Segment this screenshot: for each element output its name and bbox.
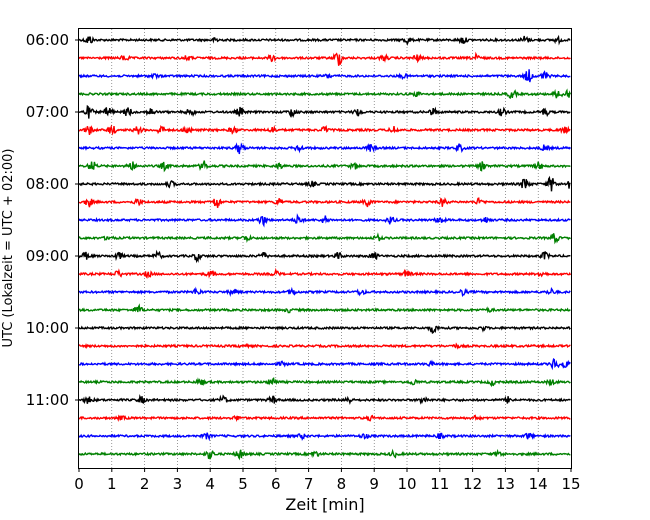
y-tick-label: 08:00 <box>26 175 69 193</box>
x-axis: 0 1 2 3 4 5 6 7 8 9 10 11 12 13 14 15 <box>74 468 581 493</box>
x-tick-label: 1 <box>107 475 117 493</box>
seismic-trace <box>78 376 571 388</box>
seismic-trace <box>78 448 571 461</box>
x-tick-label: 3 <box>173 475 183 493</box>
x-tick-label: 9 <box>369 475 379 493</box>
x-tick-label: 5 <box>238 475 248 493</box>
trace-layer <box>78 34 572 461</box>
x-tick-label: 11 <box>430 475 449 493</box>
vertical-grid <box>111 29 539 468</box>
seismic-trace <box>78 303 571 314</box>
seismic-trace <box>78 232 571 245</box>
seismic-trace <box>78 142 571 155</box>
plot-frame <box>78 28 572 469</box>
seismic-trace <box>78 357 571 371</box>
seismic-trace <box>78 414 571 423</box>
seismic-trace <box>78 160 571 173</box>
x-tick-label: 6 <box>271 475 281 493</box>
x-axis-label: Zeit [min] <box>285 495 364 514</box>
seismic-trace <box>78 249 571 264</box>
y-tick-label: 06:00 <box>26 31 69 49</box>
y-axis: 06:00 07:00 08:00 09:00 10:00 11:00 <box>26 31 79 409</box>
seismic-trace <box>78 51 571 66</box>
seismic-trace <box>78 196 571 208</box>
x-tick-label: 7 <box>304 475 314 493</box>
y-tick-label: 07:00 <box>26 103 69 121</box>
seismic-trace <box>78 104 571 119</box>
y-tick-label: 10:00 <box>26 319 69 337</box>
x-tick-label: 10 <box>397 475 416 493</box>
x-tick-label: 12 <box>463 475 482 493</box>
seismic-trace <box>78 34 571 46</box>
seismic-trace <box>78 342 571 350</box>
x-tick-label: 13 <box>496 475 515 493</box>
x-tick-label: 0 <box>74 475 84 493</box>
x-tick-label: 2 <box>140 475 150 493</box>
x-tick-label: 8 <box>337 475 347 493</box>
seismic-trace <box>78 393 571 405</box>
seismic-trace <box>78 286 571 298</box>
seismic-trace <box>78 69 571 83</box>
seismic-trace <box>78 213 571 228</box>
seismic-trace <box>78 432 571 442</box>
x-tick-label: 15 <box>561 475 580 493</box>
seismic-trace <box>78 267 572 279</box>
seismic-trace <box>78 325 571 334</box>
seismic-trace <box>78 88 572 100</box>
y-axis-label: UTC (Lokalzeit = UTC + 02:00) <box>1 149 16 348</box>
y-tick-label: 09:00 <box>26 247 69 265</box>
seismic-trace <box>78 175 571 192</box>
seismic-trace <box>78 124 571 136</box>
x-tick-label: 14 <box>529 475 548 493</box>
y-tick-label: 11:00 <box>26 391 69 409</box>
x-tick-label: 4 <box>205 475 215 493</box>
